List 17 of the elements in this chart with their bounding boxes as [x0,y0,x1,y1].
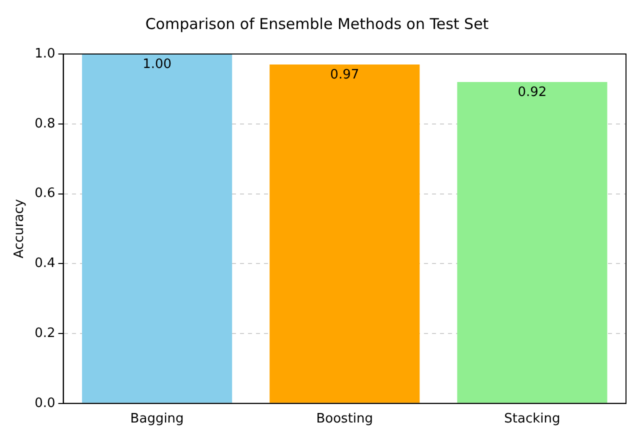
x-tick-label: Bagging [130,412,184,427]
y-tick-label: 0.8 [34,116,56,132]
y-tick-label: 0.4 [34,256,56,272]
bar [82,54,232,403]
bar [270,64,420,403]
data-label: 1.00 [142,56,172,72]
y-axis-title: Accuracy [12,198,28,258]
x-tick-label: Stacking [504,412,560,427]
y-tick-label: 0.0 [34,396,56,411]
data-label: 0.92 [518,84,547,100]
chart-title: Comparison of Ensemble Methods on Test Set [145,14,489,33]
x-tick-label: Boosting [316,412,374,427]
bar [457,82,608,403]
data-label: 0.97 [330,67,360,82]
y-tick-label: 1.0 [34,46,56,62]
y-tick-label: 0.2 [34,326,56,341]
y-tick-label: 0.6 [34,186,56,202]
